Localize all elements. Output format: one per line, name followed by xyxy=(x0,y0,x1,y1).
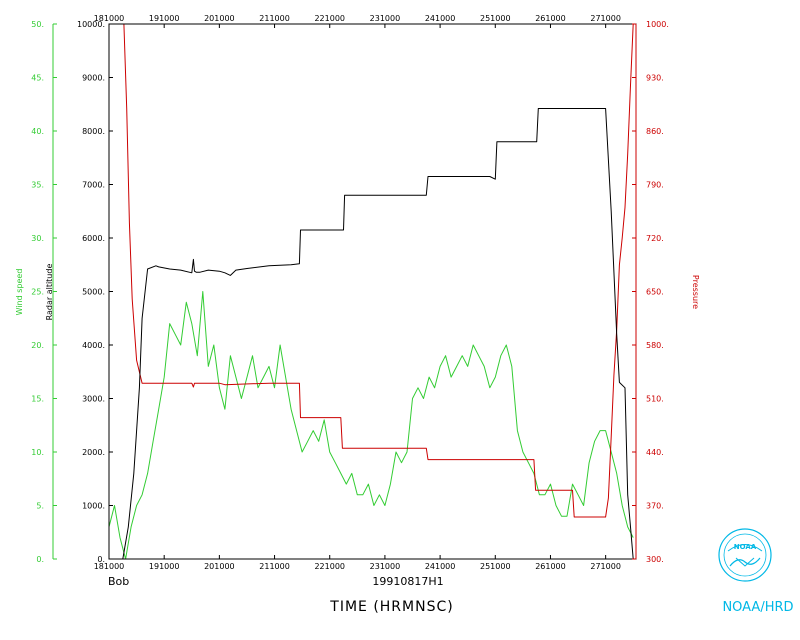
wind-tick-label: 0. xyxy=(36,555,44,564)
pressure-tick-label: 720. xyxy=(646,234,664,243)
altitude-tick-label: 7000. xyxy=(82,181,105,190)
logo-text: NOAA xyxy=(734,543,757,551)
wind-tick-label: 35. xyxy=(31,181,44,190)
x-tick-label-top: 241000 xyxy=(425,14,456,23)
x-tick-label-top: 211000 xyxy=(259,14,290,23)
plot-frame xyxy=(108,23,637,560)
x-tick-label-bottom: 201000 xyxy=(204,562,235,571)
x-tick-label-bottom: 241000 xyxy=(425,562,456,571)
altitude-tick-label: 3000. xyxy=(82,395,105,404)
x-tick-label-bottom: 191000 xyxy=(149,562,180,571)
altitude-tick-label: 4000. xyxy=(82,341,105,350)
pressure-tick-label: 440. xyxy=(646,448,664,457)
x-tick-label-bottom: 251000 xyxy=(480,562,511,571)
wind-tick-label: 40. xyxy=(31,127,44,136)
pressure-axis-label: Pressure xyxy=(691,275,700,309)
wind-axis-label: Wind speed xyxy=(15,269,24,316)
x-tick-label-bottom: 231000 xyxy=(370,562,401,571)
pressure-tick-label: 1000. xyxy=(646,20,669,29)
x-tick-label-top: 221000 xyxy=(314,14,345,23)
x-tick-label-top: 261000 xyxy=(535,14,566,23)
pressure-tick-label: 370. xyxy=(646,502,664,511)
x-tick-label-top: 191000 xyxy=(149,14,180,23)
wind-tick-label: 45. xyxy=(31,74,44,83)
x-tick-label-bottom: 261000 xyxy=(535,562,566,571)
x-tick-label-top: 181000 xyxy=(94,14,125,23)
radar-altitude-series-line xyxy=(109,108,634,560)
noaa-logo-icon: NOAA xyxy=(718,528,772,582)
storm-name: Bob xyxy=(108,575,129,588)
org-caption: NOAA/HRD xyxy=(722,600,793,615)
wind-tick-label: 15. xyxy=(31,395,44,404)
altitude-tick-label: 2000. xyxy=(82,448,105,457)
x-axis-title: TIME (HRMNSC) xyxy=(329,599,453,615)
wind-tick-label: 30. xyxy=(31,234,44,243)
altitude-tick-label: 1000. xyxy=(82,502,105,511)
x-tick-label-bottom: 211000 xyxy=(259,562,290,571)
x-tick-label-top: 251000 xyxy=(480,14,511,23)
pressure-tick-label: 300. xyxy=(646,555,664,564)
pressure-tick-label: 930. xyxy=(646,74,664,83)
wind-tick-label: 5. xyxy=(36,502,44,511)
x-tick-label-bottom: 221000 xyxy=(314,562,345,571)
pressure-tick-label: 580. xyxy=(646,341,664,350)
wind-tick-label: 20. xyxy=(31,341,44,350)
altitude-tick-label: 9000. xyxy=(82,74,105,83)
pressure-series-line xyxy=(109,23,634,518)
wind-tick-label: 50. xyxy=(31,20,44,29)
pressure-tick-label: 650. xyxy=(646,288,664,297)
altitude-axis-label: Radar altitude xyxy=(45,264,54,321)
pressure-tick-label: 790. xyxy=(646,181,664,190)
wind-speed-series-line xyxy=(108,291,634,560)
altitude-tick-label: 8000. xyxy=(82,127,105,136)
altitude-tick-label: 0. xyxy=(97,555,105,564)
altitude-tick-label: 6000. xyxy=(82,234,105,243)
pressure-tick-label: 860. xyxy=(646,127,664,136)
x-tick-label-bottom: 181000 xyxy=(94,562,125,571)
altitude-tick-label: 5000. xyxy=(82,288,105,297)
pressure-tick-label: 510. xyxy=(646,395,664,404)
x-tick-label-top: 201000 xyxy=(204,14,235,23)
wind-tick-label: 10. xyxy=(31,448,44,457)
x-tick-label-bottom: 271000 xyxy=(590,562,621,571)
x-tick-label-top: 231000 xyxy=(370,14,401,23)
flight-id: 19910817H1 xyxy=(372,575,443,588)
wind-tick-label: 25. xyxy=(31,288,44,297)
x-tick-label-top: 271000 xyxy=(590,14,621,23)
altitude-tick-label: 10000. xyxy=(77,20,105,29)
